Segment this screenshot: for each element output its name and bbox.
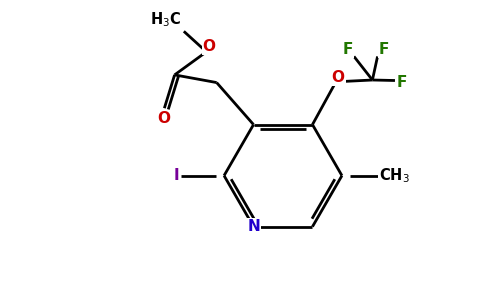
Text: CH$_3$: CH$_3$ — [379, 166, 409, 185]
Text: F: F — [378, 42, 389, 57]
Text: O: O — [157, 111, 170, 126]
Text: N: N — [247, 219, 260, 234]
Text: F: F — [397, 75, 408, 90]
Text: O: O — [332, 70, 345, 85]
Text: H$_3$C: H$_3$C — [150, 11, 181, 29]
Text: O: O — [202, 39, 215, 54]
Text: I: I — [174, 168, 180, 183]
Text: F: F — [343, 42, 353, 57]
